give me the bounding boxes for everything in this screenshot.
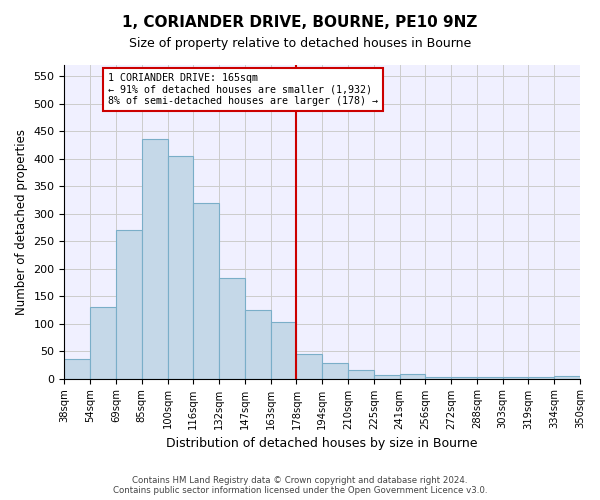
X-axis label: Distribution of detached houses by size in Bourne: Distribution of detached houses by size … [166,437,478,450]
Bar [348,370,374,378]
Text: Contains HM Land Registry data © Crown copyright and database right 2024.
Contai: Contains HM Land Registry data © Crown c… [113,476,487,495]
Bar [374,374,400,378]
Bar [425,377,451,378]
Bar [271,322,296,378]
Bar [219,278,245,378]
Bar [296,354,322,378]
Y-axis label: Number of detached properties: Number of detached properties [15,129,28,315]
Bar [142,140,167,378]
Bar [554,376,580,378]
Text: 1, CORIANDER DRIVE, BOURNE, PE10 9NZ: 1, CORIANDER DRIVE, BOURNE, PE10 9NZ [122,15,478,30]
Bar [322,363,348,378]
Bar [193,202,219,378]
Bar [116,230,142,378]
Bar [167,156,193,378]
Bar [64,360,90,378]
Bar [400,374,425,378]
Bar [90,307,116,378]
Text: Size of property relative to detached houses in Bourne: Size of property relative to detached ho… [129,38,471,51]
Bar [245,310,271,378]
Text: 1 CORIANDER DRIVE: 165sqm
← 91% of detached houses are smaller (1,932)
8% of sem: 1 CORIANDER DRIVE: 165sqm ← 91% of detac… [108,74,378,106]
